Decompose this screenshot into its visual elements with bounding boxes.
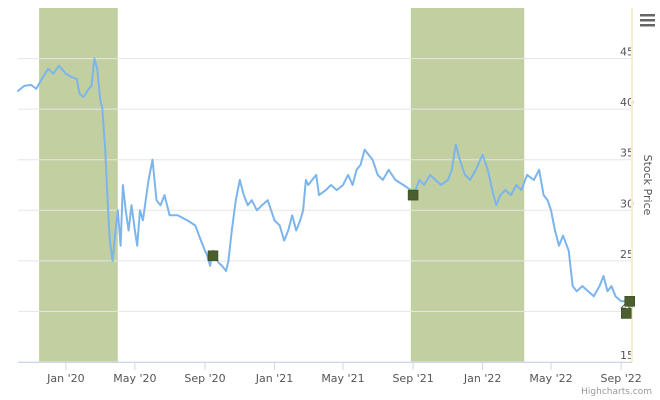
y-tick-label: 30 [620, 197, 634, 210]
shaded-band-1 [39, 8, 118, 362]
y-axis-title: Stock Price [641, 155, 654, 216]
y-tick-label: 25 [620, 248, 634, 261]
y-tick-label: 40 [620, 96, 634, 109]
x-tick-label: May '20 [113, 372, 156, 385]
shaded-band-2 [410, 8, 525, 362]
event-marker-2[interactable] [407, 189, 419, 201]
credits-link[interactable]: Highcharts.com [581, 387, 652, 397]
x-tick-label: May '21 [321, 372, 364, 385]
x-tick-label: Jan '21 [255, 372, 293, 385]
event-markers [207, 189, 635, 319]
event-marker-3[interactable] [621, 308, 632, 319]
event-marker-4[interactable] [624, 296, 635, 307]
x-tick-label: Jan '22 [463, 372, 501, 385]
x-axis: Jan '20 May '20 Sep '20 Jan '21 May '21 Sep '… [18, 362, 642, 385]
series-line-1 [17, 57, 633, 308]
x-tick-label: Sep '21 [392, 372, 433, 385]
y-tick-label: 35 [620, 147, 634, 160]
price-series [17, 57, 633, 308]
x-tick-label: Sep '20 [184, 372, 225, 385]
y-tick-label: 15 [620, 349, 634, 362]
x-tick-label: Sep '22 [601, 372, 642, 385]
x-tick-label: Jan '20 [46, 372, 84, 385]
event-marker-1[interactable] [207, 250, 219, 262]
y-tick-label: 45 [620, 46, 634, 59]
x-tick-label: May '22 [529, 372, 572, 385]
hamburger-menu-icon[interactable] [638, 11, 658, 29]
shaded-bands [39, 8, 525, 362]
